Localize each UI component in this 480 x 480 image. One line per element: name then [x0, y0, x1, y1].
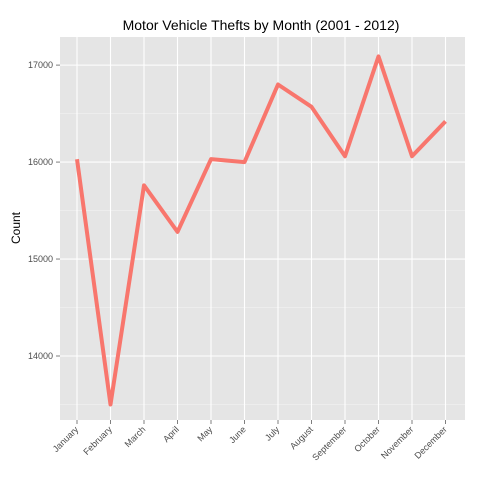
data-point	[243, 160, 247, 164]
data-point	[75, 157, 79, 161]
data-point	[209, 157, 213, 161]
x-tick-label: December	[412, 424, 448, 460]
data-point	[377, 54, 381, 58]
data-point	[176, 230, 180, 234]
x-tick-label: April	[161, 424, 181, 444]
data-point	[276, 83, 280, 87]
data-point	[343, 154, 347, 158]
y-tick-label: 15000	[28, 254, 53, 264]
series-line	[75, 54, 447, 407]
x-tick-label: January	[51, 424, 81, 454]
y-axis-title: Count	[9, 211, 23, 244]
data-point	[310, 105, 314, 109]
y-tick-label: 16000	[28, 157, 53, 167]
data-point	[109, 402, 113, 406]
y-tick-label: 17000	[28, 60, 53, 70]
chart-title: Motor Vehicle Thefts by Month (2001 - 20…	[123, 17, 400, 33]
data-point	[410, 154, 414, 158]
y-axis: 14000 15000 16000 17000	[28, 60, 60, 361]
y-tick-label: 14000	[28, 351, 53, 361]
major-gridlines	[60, 37, 465, 420]
x-tick-label: August	[288, 424, 315, 451]
x-tick-label: October	[352, 424, 382, 454]
x-axis: January February March April May June July Augu…	[51, 420, 449, 463]
x-tick-label: February	[81, 424, 114, 457]
x-tick-label: July	[263, 424, 282, 443]
x-tick-label: November	[379, 424, 415, 460]
x-tick-label: June	[227, 424, 248, 445]
series-layer	[75, 54, 448, 407]
plot-panel	[60, 37, 465, 420]
x-tick-label: September	[310, 424, 348, 462]
data-point	[444, 119, 448, 123]
data-point	[142, 183, 146, 187]
x-tick-label: May	[195, 424, 214, 443]
x-tick-label: March	[123, 424, 148, 449]
